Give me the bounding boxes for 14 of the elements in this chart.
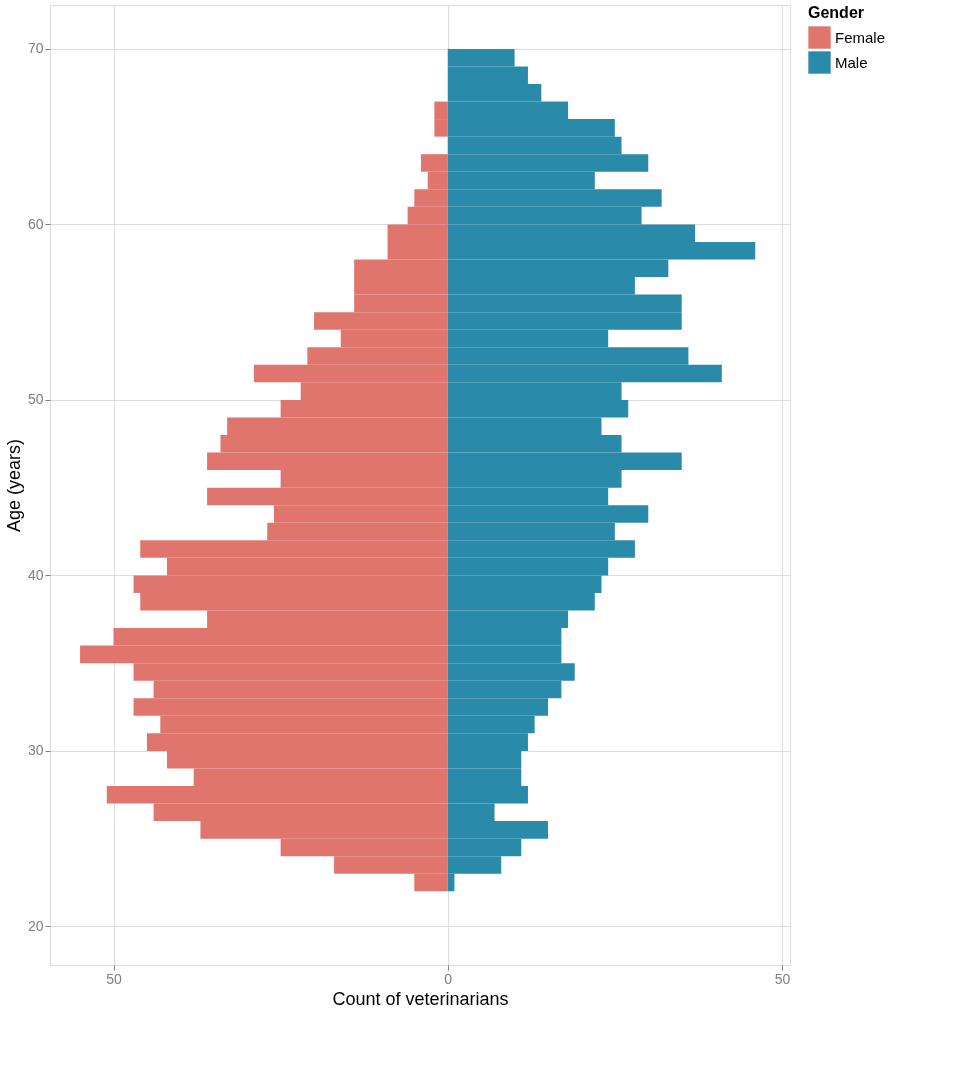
y-tick-label: 40 [27, 566, 44, 583]
legend-label: Male [835, 53, 868, 71]
y-tick-label: 30 [27, 742, 44, 759]
x-tick-label: 0 [444, 970, 453, 987]
y-axis-title: Age (years) [3, 438, 24, 533]
y-tick-label: 50 [27, 391, 44, 408]
y-tick-label: 60 [27, 215, 44, 232]
y-tick-label: 20 [27, 917, 44, 934]
x-tick-label: 50 [774, 970, 791, 987]
legend-label: Female [835, 28, 886, 46]
x-tick-label: 50 [106, 970, 122, 987]
legend-title: Gender [808, 4, 865, 21]
x-axis-title: Count of veterinarians [332, 988, 509, 1009]
y-tick-label: 70 [27, 40, 44, 57]
